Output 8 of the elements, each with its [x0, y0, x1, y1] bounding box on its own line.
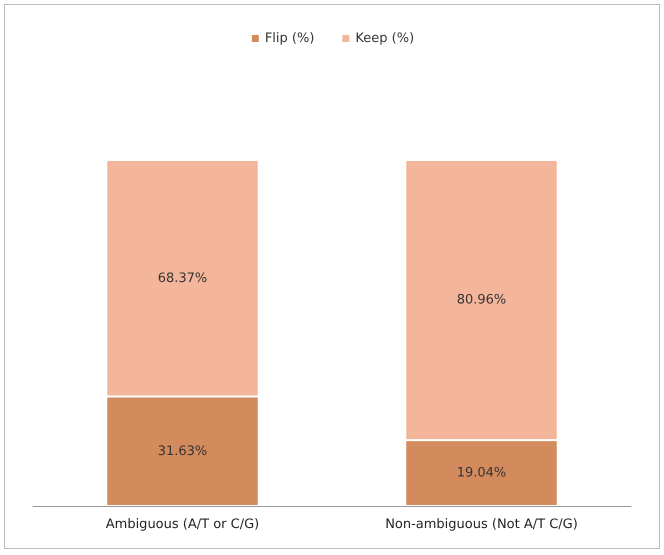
- legend-label: Keep (%): [355, 31, 414, 46]
- data-label: 31.63%: [158, 444, 208, 459]
- x-tick-label: Non-ambiguous (Not A/T C/G): [385, 517, 578, 532]
- legend-label: Flip (%): [264, 31, 314, 46]
- x-tick-label: Ambiguous (A/T or C/G): [106, 517, 260, 532]
- data-label: 19.04%: [456, 466, 506, 481]
- data-label: 80.96%: [456, 292, 506, 308]
- data-label: 68.37%: [158, 270, 208, 286]
